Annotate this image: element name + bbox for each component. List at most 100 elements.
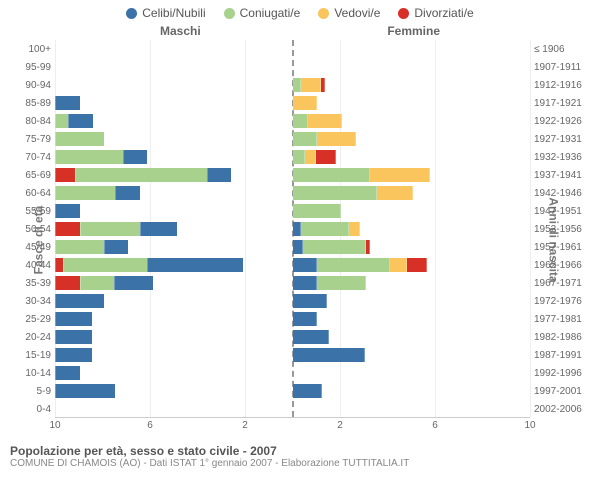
age-label: 75-79 — [15, 134, 51, 145]
female-bar — [293, 186, 531, 200]
age-row: 85-891917-1921 — [55, 94, 530, 112]
male-bar — [55, 132, 293, 146]
x-tick-label: 10 — [524, 420, 535, 431]
bar-segment — [55, 294, 104, 308]
bar-segment — [55, 150, 123, 164]
chart-container: Celibi/NubiliConiugati/eVedovi/eDivorzia… — [0, 0, 600, 500]
x-axis: 10622610 — [55, 420, 530, 440]
bar-segment — [293, 114, 308, 128]
birth-year-label: 1942-1946 — [534, 188, 590, 199]
age-label: 100+ — [15, 44, 51, 55]
birth-year-label: 1947-1951 — [534, 206, 590, 217]
bar-segment — [123, 150, 148, 164]
bar-segment — [55, 114, 68, 128]
birth-year-label: 1917-1921 — [534, 98, 590, 109]
female-bar — [293, 96, 531, 110]
age-row: 75-791927-1931 — [55, 130, 530, 148]
age-label: 60-64 — [15, 188, 51, 199]
bar-segment — [293, 294, 327, 308]
chart-subtitle: COMUNE DI CHAMOIS (AO) - Dati ISTAT 1° g… — [10, 458, 590, 469]
female-bar — [293, 60, 531, 74]
bar-segment — [308, 114, 342, 128]
bar-segment — [55, 222, 80, 236]
bar-segment — [321, 78, 326, 92]
age-row: 5-91997-2001 — [55, 382, 530, 400]
female-bar — [293, 402, 531, 416]
bar-segment — [80, 222, 140, 236]
age-row: 10-141992-1996 — [55, 364, 530, 382]
birth-year-label: 2002-2006 — [534, 404, 590, 415]
age-label: 0-4 — [15, 404, 51, 415]
bar-segment — [370, 168, 430, 182]
female-bar — [293, 150, 531, 164]
bar-segment — [55, 258, 63, 272]
bar-segment — [55, 240, 104, 254]
bar-segment — [140, 222, 177, 236]
age-row: 100+≤ 1906 — [55, 40, 530, 58]
birth-year-label: 1907-1911 — [534, 62, 590, 73]
age-label: 80-84 — [15, 116, 51, 127]
male-bar — [55, 330, 293, 344]
female-bar — [293, 366, 531, 380]
birth-year-label: 1927-1931 — [534, 134, 590, 145]
bar-segment — [55, 204, 80, 218]
age-row: 45-491957-1961 — [55, 238, 530, 256]
age-row: 15-191987-1991 — [55, 346, 530, 364]
male-bar — [55, 258, 293, 272]
bar-segment — [303, 240, 366, 254]
male-bar — [55, 186, 293, 200]
bar-segment — [55, 96, 80, 110]
bar-segment — [390, 258, 408, 272]
male-bar — [55, 42, 293, 56]
x-tick-label: 2 — [242, 420, 248, 431]
age-label: 15-19 — [15, 350, 51, 361]
birth-year-label: 1912-1916 — [534, 80, 590, 91]
female-bar — [293, 330, 531, 344]
age-label: 45-49 — [15, 242, 51, 253]
male-bar — [55, 240, 293, 254]
bar-segment — [377, 186, 414, 200]
bar-segment — [293, 384, 323, 398]
legend-label: Divorziati/e — [414, 6, 473, 20]
male-bar — [55, 348, 293, 362]
female-bar — [293, 42, 531, 56]
bar-segment — [293, 78, 301, 92]
bar-segment — [293, 150, 306, 164]
bar-segment — [55, 168, 75, 182]
x-tick-label: 6 — [432, 420, 438, 431]
legend-swatch — [398, 8, 409, 19]
birth-year-label: 1972-1976 — [534, 296, 590, 307]
bar-segment — [104, 240, 129, 254]
bar-segment — [301, 222, 350, 236]
bar-segment — [301, 78, 321, 92]
birth-year-label: 1937-1941 — [534, 170, 590, 181]
male-bar — [55, 114, 293, 128]
bar-segment — [317, 132, 356, 146]
legend-label: Coniugati/e — [240, 6, 301, 20]
bar-segment — [55, 276, 80, 290]
age-label: 50-54 — [15, 224, 51, 235]
legend-item: Divorziati/e — [398, 6, 473, 20]
age-row: 30-341972-1976 — [55, 292, 530, 310]
bar-segment — [349, 222, 360, 236]
age-row: 35-391967-1971 — [55, 274, 530, 292]
female-bar — [293, 132, 531, 146]
birth-year-label: 1967-1971 — [534, 278, 590, 289]
chart-area: Fasce di età Anni di nascita 100+≤ 19069… — [0, 40, 600, 440]
age-label: 30-34 — [15, 296, 51, 307]
bar-segment — [115, 186, 140, 200]
age-label: 85-89 — [15, 98, 51, 109]
male-bar — [55, 222, 293, 236]
female-bar — [293, 114, 531, 128]
bar-segment — [55, 132, 104, 146]
chart-footer: Popolazione per età, sesso e stato civil… — [0, 440, 600, 473]
birth-year-label: 1982-1986 — [534, 332, 590, 343]
male-section-label: Maschi — [160, 24, 201, 38]
male-bar — [55, 150, 293, 164]
female-bar — [293, 168, 531, 182]
x-tick-label: 6 — [147, 420, 153, 431]
bar-segment — [366, 240, 371, 254]
bar-segment — [55, 186, 115, 200]
legend-item: Coniugati/e — [224, 6, 301, 20]
birth-year-label: 1957-1961 — [534, 242, 590, 253]
